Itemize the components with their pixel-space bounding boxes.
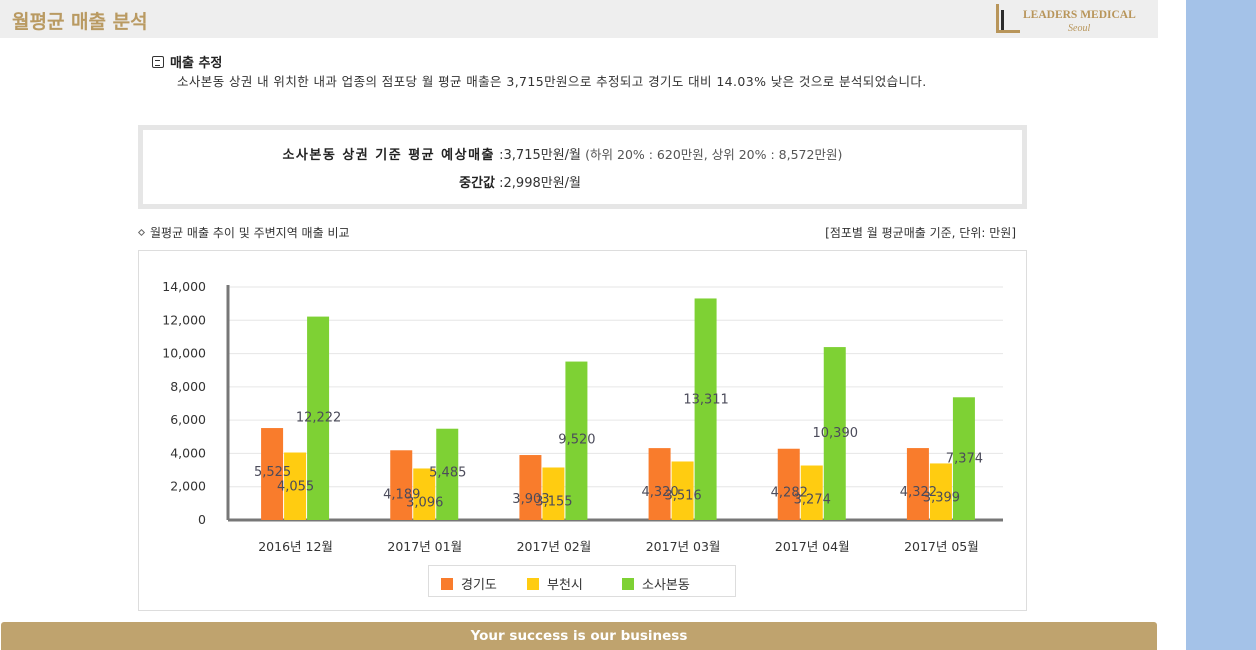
y-tick-label: 0 (198, 512, 206, 527)
footer-tagline: Your success is our business (470, 628, 688, 644)
legend-label: 경기도 (461, 578, 497, 593)
data-label: 5,525 (254, 465, 291, 480)
footer-bar: Your success is our business (1, 622, 1157, 650)
y-tick-label: 4,000 (170, 445, 206, 460)
document-icon (152, 56, 164, 68)
bar-경기도 (777, 448, 800, 520)
bar-부천시 (671, 461, 694, 520)
legend-swatch (527, 578, 539, 590)
summary-box: 소사본동 상권 기준 평균 예상매출 :3,715만원/월 (하위 20% : … (138, 125, 1027, 209)
company-logo: LEADERS MEDICAL Seoul (993, 2, 1143, 36)
bar-부천시 (800, 465, 823, 520)
data-label: 13,311 (683, 392, 729, 407)
x-tick-label: 2017년 05월 (904, 539, 979, 554)
chart-container: 0 2,000 4,000 6,000 8,000 10,000 12,000 14,000 5… (138, 250, 1027, 611)
bar-경기도 (519, 455, 542, 520)
data-label: 9,520 (558, 433, 595, 448)
section-heading-text: 매출 추정 (170, 56, 223, 71)
data-label: 3,903 (512, 492, 549, 507)
data-label: 4,189 (383, 487, 420, 502)
bar-소사본동 (823, 347, 846, 520)
median-label: 중간값 (459, 176, 495, 191)
data-label: 3,274 (794, 493, 831, 508)
legend-label: 부천시 (547, 578, 583, 593)
bar-소사본동 (565, 361, 588, 520)
report-page: 월평균 매출 분석 LEADERS MEDICAL Seoul 매출 추정 소사… (0, 0, 1158, 650)
bar-소사본동 (694, 298, 717, 520)
y-tick-label: 8,000 (170, 379, 206, 394)
median-value: :2,998만원/월 (499, 176, 581, 191)
data-label: 4,322 (900, 485, 937, 500)
data-label: 5,485 (429, 466, 466, 481)
logo-name: LEADERS MEDICAL (1023, 9, 1136, 21)
data-label: 4,320 (641, 485, 678, 500)
page-title: 월평균 매출 분석 (12, 11, 148, 33)
legend-item: 경기도 (441, 574, 497, 593)
data-label: 4,282 (771, 486, 808, 501)
average-value: :3,715만원/월 (499, 148, 581, 163)
y-tick-label: 6,000 (170, 412, 206, 427)
side-panel (1186, 0, 1256, 650)
bar-부천시 (284, 452, 307, 520)
y-tick-label: 12,000 (162, 312, 206, 327)
bar-소사본동 (952, 397, 975, 520)
chart-unit-note: [점포별 월 평균매출 기준, 단위: 만원] (825, 226, 1016, 240)
legend-label: 소사본동 (642, 578, 690, 593)
bar-경기도 (906, 448, 929, 520)
y-tick-label: 10,000 (162, 346, 206, 361)
data-label: 3,516 (664, 488, 701, 503)
bar-소사본동 (307, 316, 330, 520)
x-tick-label: 2017년 02월 (517, 539, 592, 554)
bar-경기도 (261, 428, 284, 520)
data-label: 12,222 (296, 411, 342, 426)
average-label: 소사본동 상권 기준 평균 예상매출 (282, 148, 495, 163)
data-label: 4,055 (277, 480, 314, 495)
bar-경기도 (390, 450, 413, 520)
legend-swatch (441, 578, 453, 590)
data-label: 3,096 (406, 495, 443, 510)
x-tick-label: 2016년 12월 (258, 539, 333, 554)
bar-부천시 (929, 463, 952, 520)
y-tick-label: 14,000 (162, 279, 206, 294)
bar-chart: 0 2,000 4,000 6,000 8,000 10,000 12,000 14,000 5… (162, 279, 1003, 554)
chart-caption-text: 월평균 매출 추이 및 주변지역 매출 비교 (150, 226, 350, 240)
x-tick-label: 2017년 01월 (387, 539, 462, 554)
x-tick-label: 2017년 04월 (775, 539, 850, 554)
x-tick-label: 2017년 03월 (646, 539, 721, 554)
legend-item: 부천시 (527, 574, 583, 593)
logo-subtitle: Seoul (1068, 23, 1091, 34)
title-bar: 월평균 매출 분석 LEADERS MEDICAL Seoul (0, 0, 1158, 38)
y-tick-label: 2,000 (170, 479, 206, 494)
legend-item: 소사본동 (622, 574, 690, 593)
average-range: (하위 20% : 620만원, 상위 20% : 8,572만원) (585, 147, 843, 162)
section-body: 소사본동 상권 내 위치한 내과 업종의 점포당 월 평균 매출은 3,715만… (177, 74, 927, 89)
bar-부천시 (413, 468, 436, 520)
data-label: 3,399 (923, 490, 960, 505)
summary-row-median: 중간값 :2,998만원/월 (143, 172, 1022, 191)
summary-row-average: 소사본동 상권 기준 평균 예상매출 :3,715만원/월 (하위 20% : … (143, 144, 1022, 163)
legend-swatch (622, 578, 634, 590)
bar-부천시 (542, 467, 565, 520)
data-label: 10,390 (813, 426, 859, 441)
section-heading: 매출 추정 (152, 52, 222, 71)
diamond-bullet-icon (137, 228, 146, 237)
logo-mark-icon (996, 4, 1020, 33)
chart-legend: 경기도 부천시 소사본동 (428, 565, 736, 597)
chart-caption: 월평균 매출 추이 및 주변지역 매출 비교 (137, 224, 350, 241)
data-label: 7,374 (946, 451, 983, 466)
data-label: 3,155 (535, 494, 572, 509)
bar-소사본동 (436, 428, 459, 520)
bar-경기도 (648, 448, 671, 520)
